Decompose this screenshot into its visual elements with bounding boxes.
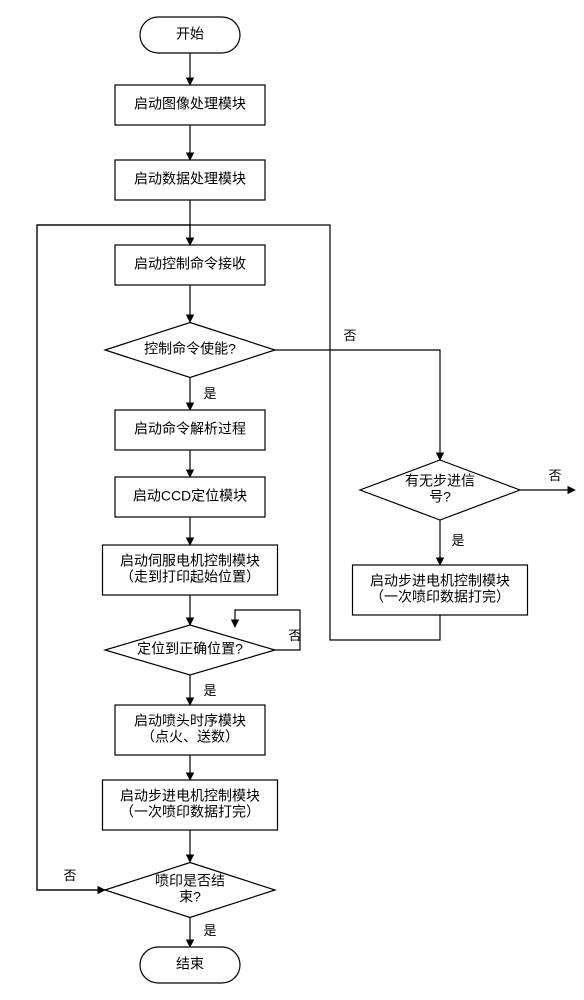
- flow-node-n1: 启动图像处理模块: [115, 85, 265, 125]
- flow-node-n9: 启动步进电机控制模块（一次喷印数据打完）: [353, 565, 528, 615]
- flow-node-n5: 启动CCD定位模块: [115, 477, 265, 517]
- node-label: 启动喷头时序模块: [134, 713, 246, 729]
- node-label: 启动步进电机控制模块: [120, 788, 260, 804]
- node-label: （一次喷印数据打完）: [120, 804, 260, 820]
- flow-node-d2: 定位到正确位置?: [105, 625, 275, 675]
- node-label: （走到打印起始位置）: [120, 569, 260, 585]
- flow-node-n4: 启动命令解析过程: [115, 410, 265, 450]
- edge-label: 是: [203, 923, 216, 938]
- node-label: 启动伺服电机控制模块: [120, 553, 260, 569]
- flow-node-n7: 启动喷头时序模块（点火、送数）: [115, 705, 265, 755]
- node-label: 号?: [429, 489, 451, 505]
- node-label: 启动步进电机控制模块: [370, 573, 510, 589]
- flow-node-start: 开始: [140, 17, 240, 53]
- node-label: 启动CCD定位模块: [133, 488, 247, 504]
- edge-label: 否: [343, 328, 356, 343]
- node-label: （点火、送数）: [141, 729, 239, 745]
- node-label: 有无步进信: [405, 473, 475, 489]
- node-label: 控制命令使能?: [144, 341, 236, 357]
- flow-node-n6: 启动伺服电机控制模块（走到打印起始位置）: [103, 545, 278, 595]
- node-label: 定位到正确位置?: [137, 641, 243, 657]
- edge-label: 是: [203, 683, 216, 698]
- edge-label: 否: [63, 868, 76, 883]
- node-label: （一次喷印数据打完）: [370, 589, 510, 605]
- node-label: 启动数据处理模块: [134, 171, 246, 187]
- flow-node-n3: 启动控制命令接收: [115, 245, 265, 285]
- flow-node-n2: 启动数据处理模块: [115, 160, 265, 200]
- node-label: 结束: [176, 956, 204, 972]
- flow-node-n8: 启动步进电机控制模块（一次喷印数据打完）: [103, 780, 278, 830]
- node-label: 束?: [179, 889, 201, 905]
- flow-node-end: 结束: [140, 947, 240, 983]
- flow-node-d4: 有无步进信号?: [360, 460, 520, 520]
- edge-label: 否: [548, 468, 561, 483]
- edge-label: 是: [451, 533, 464, 548]
- flow-node-d1: 控制命令使能?: [105, 323, 275, 378]
- node-label: 启动控制命令接收: [134, 256, 246, 272]
- flow-node-d3: 喷印是否结束?: [105, 863, 275, 918]
- flow-edge: [275, 350, 440, 460]
- node-label: 启动命令解析过程: [134, 421, 246, 437]
- node-label: 喷印是否结: [155, 873, 225, 889]
- edge-label: 是: [203, 386, 216, 401]
- edge-label: 否: [288, 628, 301, 643]
- node-label: 启动图像处理模块: [134, 96, 246, 112]
- node-label: 开始: [176, 26, 204, 42]
